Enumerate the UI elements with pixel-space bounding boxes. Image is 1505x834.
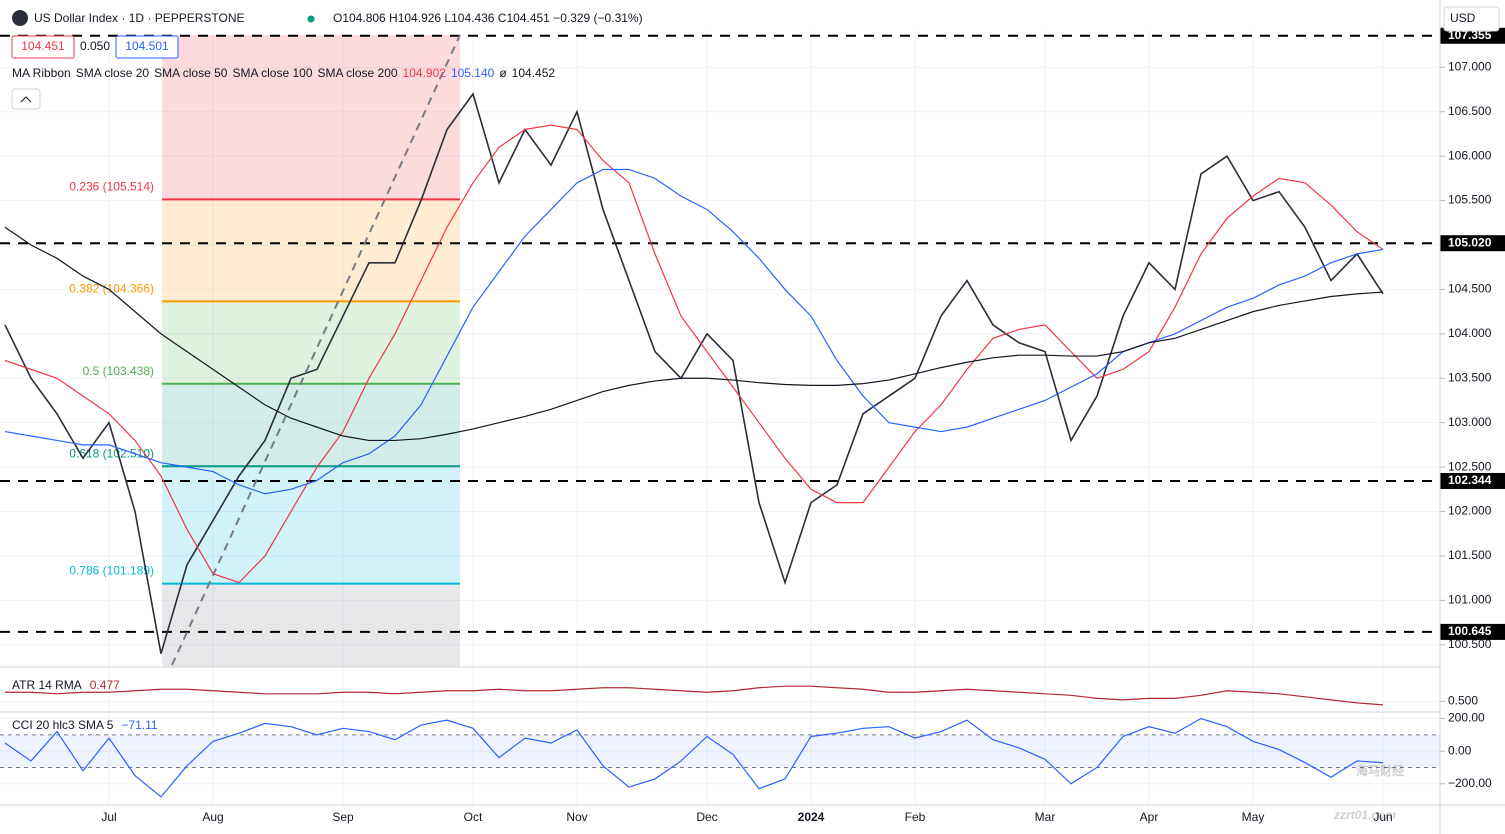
- level-badge: [1440, 235, 1505, 252]
- fib-label: 0.786 (101.189): [69, 564, 154, 578]
- legend-entry: SMA close 20: [76, 66, 150, 80]
- indicator-line: [4, 226, 1384, 442]
- legend-entry: SMA close 100: [232, 66, 312, 80]
- legend-entry: SMA close 200: [318, 66, 398, 80]
- currency-button[interactable]: [1443, 6, 1500, 32]
- y-tick-label: 107.000: [1448, 59, 1492, 73]
- legend-entry: SMA close 50: [154, 66, 228, 80]
- level-label: 102.344: [1448, 473, 1492, 487]
- watermark-site: zzrt01.com: [1333, 808, 1396, 822]
- currency: USD: [1450, 11, 1476, 25]
- x-tick-label: Feb: [905, 810, 926, 824]
- y-tick-label: 200.00: [1448, 711, 1485, 725]
- indicator-value: 0.477: [90, 678, 120, 692]
- x-tick-label: Sep: [332, 810, 354, 824]
- level-label: 105.020: [1448, 235, 1492, 249]
- indicator-title: ATR 14 RMA: [12, 678, 82, 692]
- y-tick-label: 106.500: [1448, 104, 1492, 118]
- y-tick-label: 0.500: [1448, 694, 1478, 708]
- legend-value: ø: [499, 66, 507, 80]
- watermark-brand: 海马财经: [1356, 763, 1404, 778]
- x-tick-label: Apr: [1140, 810, 1159, 824]
- x-tick-label: Dec: [696, 810, 717, 824]
- fib-zone: [162, 35, 460, 200]
- ohlc: O104.806 H104.926 L104.436 C104.451 −0.3…: [333, 11, 643, 25]
- sell-box[interactable]: [11, 35, 75, 59]
- market-status: [307, 15, 315, 23]
- collapse-button[interactable]: [11, 88, 41, 110]
- legend-title: MA Ribbon: [12, 66, 71, 80]
- level-badge: [1440, 623, 1505, 640]
- level-badge: [1440, 27, 1505, 44]
- indicator-line: [4, 717, 1384, 798]
- fib-label: 0.382 (104.366): [69, 281, 154, 295]
- y-tick-label: 102.000: [1448, 504, 1492, 518]
- y-tick-label: 101.500: [1448, 548, 1492, 562]
- x-tick-label: Jul: [101, 810, 116, 824]
- indicator-line: [4, 124, 1384, 584]
- fib-label: 0.618 (102.510): [69, 446, 154, 460]
- fib-zone: [162, 583, 460, 667]
- y-tick-label: 104.500: [1448, 282, 1492, 296]
- x-tick-label: Mar: [1035, 810, 1056, 824]
- symbol-logo: [12, 10, 28, 26]
- indicator-line: [4, 168, 1384, 495]
- y-tick-label: 103.500: [1448, 370, 1492, 384]
- fib-zone: [162, 466, 460, 584]
- price-line: [4, 92, 1384, 654]
- y-tick-label: −200.00: [1448, 776, 1492, 790]
- legend-value: 104.902: [403, 66, 447, 80]
- x-tick-label: 2024: [798, 810, 825, 824]
- cci-band: [0, 734, 1440, 768]
- bid: 104.451: [21, 39, 65, 53]
- y-tick-label: 102.500: [1448, 459, 1492, 473]
- indicator-value: −71.11: [121, 718, 157, 732]
- trend-line: [171, 34, 461, 666]
- spread: 0.050: [80, 39, 110, 53]
- chevron-icon: [20, 96, 32, 103]
- legend-value: 104.452: [512, 66, 556, 80]
- level-badge: [1440, 472, 1505, 489]
- y-tick-label: 106.000: [1448, 148, 1492, 162]
- ask: 104.501: [125, 39, 169, 53]
- level-label: 100.645: [1448, 624, 1492, 638]
- legend-value: 105.140: [451, 66, 495, 80]
- y-tick-label: 103.000: [1448, 415, 1492, 429]
- buy-box[interactable]: [115, 35, 179, 59]
- x-tick-label: May: [1242, 810, 1265, 824]
- fib-label: 0.236 (105.514): [69, 180, 154, 194]
- x-tick-label: Aug: [202, 810, 223, 824]
- x-tick-label: Oct: [464, 810, 483, 824]
- x-tick-label: Nov: [566, 810, 587, 824]
- fib-zone: [162, 199, 460, 302]
- indicator-line: [5, 685, 1384, 706]
- indicator-title: CCI 20 hlc3 SMA 5: [12, 718, 114, 732]
- x-tick-label: Jun: [1373, 810, 1392, 824]
- y-tick-label: 105.500: [1448, 193, 1492, 207]
- y-tick-label: 100.500: [1448, 637, 1492, 651]
- symbol-title[interactable]: US Dollar Index · 1D · PEPPERSTONE: [34, 11, 245, 25]
- fib-zone: [162, 301, 460, 384]
- y-tick-label: 101.000: [1448, 593, 1492, 607]
- y-tick-label: 104.000: [1448, 326, 1492, 340]
- fib-label: 0.5 (103.438): [83, 364, 154, 378]
- y-tick-label: 0.00: [1448, 743, 1472, 757]
